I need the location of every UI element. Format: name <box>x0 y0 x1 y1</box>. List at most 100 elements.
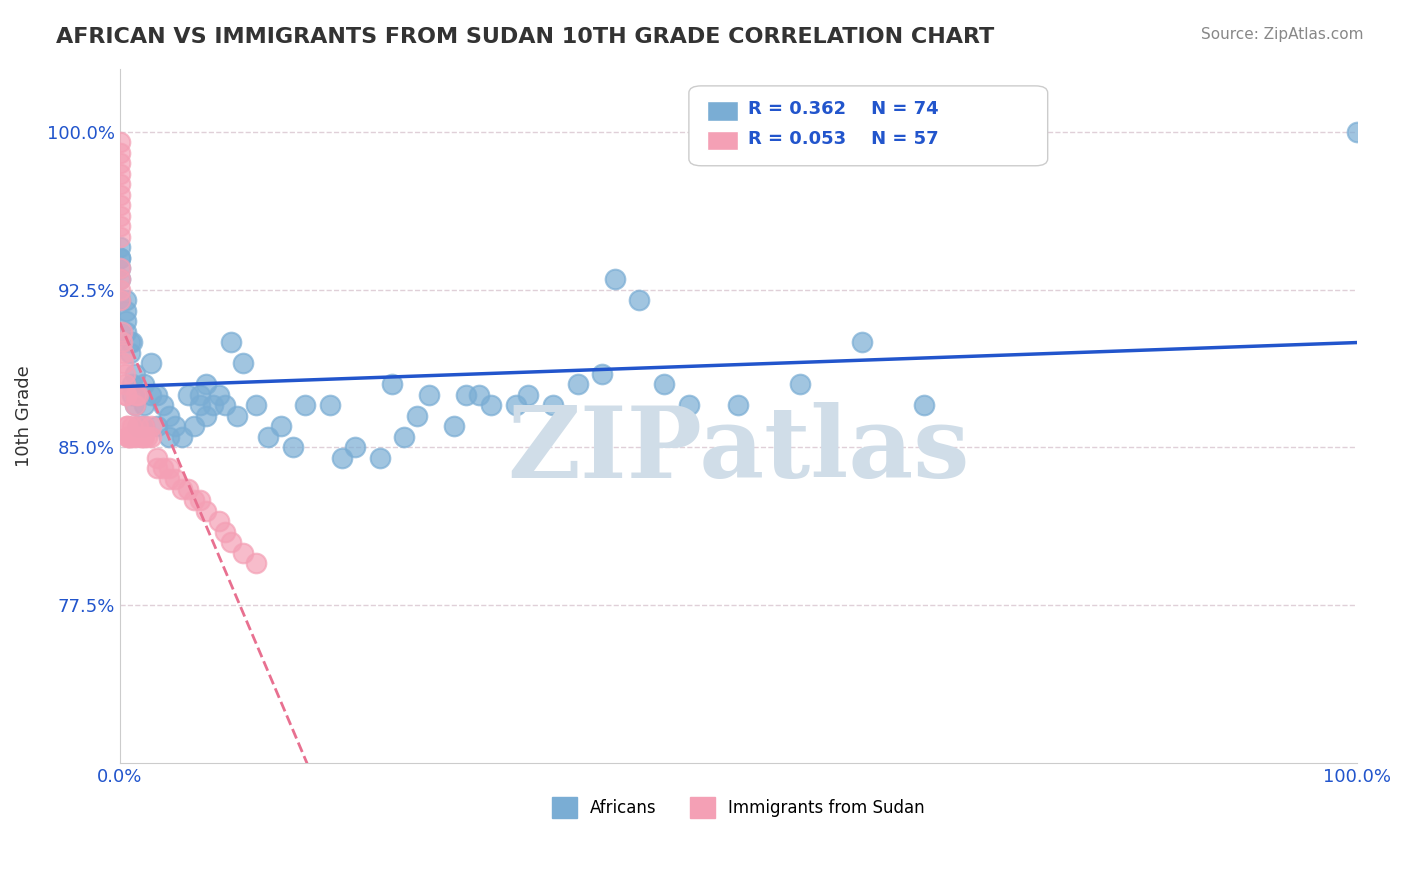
Point <box>170 483 193 497</box>
Point <box>381 377 404 392</box>
Point <box>541 398 564 412</box>
Point <box>108 293 131 307</box>
Point <box>603 272 626 286</box>
Point <box>127 419 149 434</box>
Point <box>146 450 169 465</box>
Point <box>108 261 131 276</box>
Point <box>115 419 138 434</box>
Point <box>1346 125 1368 139</box>
Point <box>121 430 143 444</box>
Point <box>727 398 749 412</box>
Point <box>146 388 169 402</box>
Point <box>108 272 131 286</box>
Point <box>108 167 131 181</box>
Point <box>111 335 134 350</box>
Point <box>121 419 143 434</box>
Point <box>114 377 136 392</box>
Point <box>115 314 138 328</box>
Point <box>124 367 146 381</box>
Point <box>108 156 131 170</box>
Point <box>165 419 187 434</box>
Point <box>165 472 187 486</box>
Point <box>134 398 156 412</box>
Point <box>177 483 200 497</box>
Point <box>226 409 249 423</box>
Y-axis label: 10th Grade: 10th Grade <box>15 365 32 467</box>
Point <box>281 441 304 455</box>
Point <box>188 493 211 508</box>
FancyBboxPatch shape <box>689 86 1047 166</box>
Point <box>789 377 811 392</box>
Point <box>270 419 292 434</box>
Point <box>139 430 162 444</box>
Point <box>139 388 162 402</box>
Point <box>467 388 489 402</box>
Point <box>139 356 162 370</box>
Point <box>115 388 138 402</box>
Point <box>108 293 131 307</box>
Point <box>214 398 236 412</box>
Point <box>591 367 613 381</box>
Point <box>121 388 143 402</box>
Point <box>394 430 416 444</box>
Point <box>108 219 131 234</box>
Point <box>208 388 231 402</box>
Point <box>117 430 139 444</box>
Point <box>332 450 354 465</box>
Point <box>108 251 131 265</box>
Point <box>195 503 218 517</box>
Point <box>567 377 589 392</box>
Point <box>851 335 873 350</box>
Point <box>134 377 156 392</box>
Point <box>134 419 156 434</box>
Text: R = 0.053    N = 57: R = 0.053 N = 57 <box>748 130 939 148</box>
Point <box>405 409 427 423</box>
Point <box>114 367 136 381</box>
Point <box>505 398 527 412</box>
Point <box>232 356 254 370</box>
Text: R = 0.362    N = 74: R = 0.362 N = 74 <box>748 100 939 118</box>
Point <box>219 535 242 549</box>
Text: AFRICAN VS IMMIGRANTS FROM SUDAN 10TH GRADE CORRELATION CHART: AFRICAN VS IMMIGRANTS FROM SUDAN 10TH GR… <box>56 27 994 46</box>
Point <box>628 293 651 307</box>
Point <box>134 419 156 434</box>
Point <box>678 398 700 412</box>
Point <box>108 209 131 223</box>
Point <box>108 135 131 149</box>
Point <box>152 398 174 412</box>
Point <box>108 230 131 244</box>
Point <box>157 472 180 486</box>
Point <box>108 178 131 192</box>
Point <box>195 377 218 392</box>
Point <box>139 419 162 434</box>
Text: Source: ZipAtlas.com: Source: ZipAtlas.com <box>1201 27 1364 42</box>
Point <box>152 461 174 475</box>
Point <box>108 198 131 212</box>
Point <box>183 493 205 508</box>
Point <box>257 430 280 444</box>
Point <box>115 388 138 402</box>
Point <box>188 388 211 402</box>
Point <box>136 430 159 444</box>
Point <box>108 283 131 297</box>
Point <box>134 430 156 444</box>
Point <box>245 398 267 412</box>
Point <box>343 441 366 455</box>
Point <box>443 419 465 434</box>
Point <box>170 430 193 444</box>
Point <box>124 398 146 412</box>
Point <box>124 398 146 412</box>
Point <box>208 514 231 528</box>
Point <box>121 335 143 350</box>
Point <box>112 345 135 359</box>
Point <box>127 388 149 402</box>
Point <box>319 398 342 412</box>
Point <box>127 419 149 434</box>
Point <box>118 430 141 444</box>
Point <box>118 335 141 350</box>
Legend: Africans, Immigrants from Sudan: Africans, Immigrants from Sudan <box>546 790 932 824</box>
Point <box>127 388 149 402</box>
Point <box>652 377 675 392</box>
FancyBboxPatch shape <box>707 131 738 151</box>
Point <box>157 430 180 444</box>
